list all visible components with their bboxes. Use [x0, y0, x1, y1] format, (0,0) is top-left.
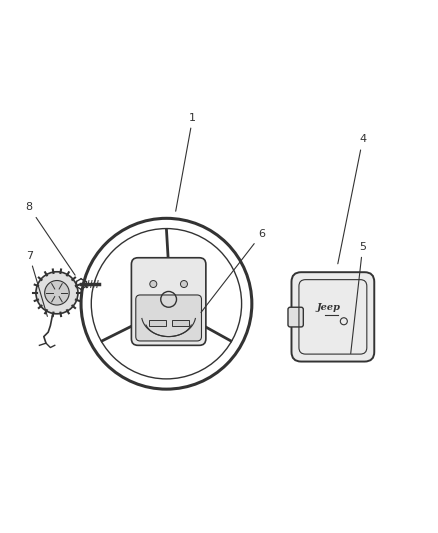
Text: 4: 4: [338, 134, 366, 264]
Circle shape: [180, 280, 187, 287]
Text: 5: 5: [351, 242, 366, 353]
FancyBboxPatch shape: [288, 307, 303, 327]
Text: 1: 1: [176, 112, 196, 211]
FancyBboxPatch shape: [136, 295, 201, 341]
FancyBboxPatch shape: [131, 258, 206, 345]
Circle shape: [150, 280, 157, 287]
Text: 6: 6: [201, 229, 265, 312]
Bar: [172, 320, 189, 326]
Text: Jeep: Jeep: [317, 303, 340, 312]
Circle shape: [36, 272, 78, 314]
Text: 8: 8: [26, 203, 75, 275]
Bar: [149, 320, 166, 326]
FancyBboxPatch shape: [291, 272, 374, 361]
Text: 7: 7: [26, 251, 47, 317]
Circle shape: [45, 280, 69, 305]
